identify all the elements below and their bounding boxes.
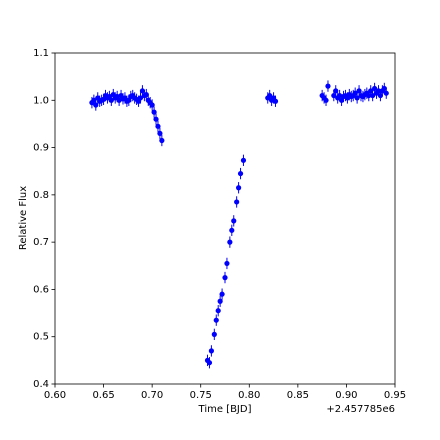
data-point [108, 97, 114, 103]
data-point [323, 97, 329, 103]
data-point [370, 92, 376, 99]
data-point [331, 92, 337, 99]
data-point [236, 185, 242, 191]
data-point [208, 348, 214, 354]
y-tick-label: 0.6 [33, 284, 49, 295]
data-point [227, 239, 233, 245]
x-tick-label: 0.90 [335, 390, 357, 401]
data-point [381, 85, 387, 92]
data-point [155, 123, 161, 129]
data-point [372, 85, 378, 92]
data-point [137, 95, 144, 101]
data-point [240, 157, 247, 163]
y-tick-label: 0.4 [33, 379, 49, 390]
data-point [143, 92, 149, 98]
data-point [267, 92, 273, 99]
data-point [229, 227, 235, 233]
data-point [211, 331, 217, 337]
data-point [337, 92, 343, 99]
plot-frame [54, 52, 396, 385]
data-point [206, 360, 213, 366]
x-tick-label: 0.75 [190, 390, 212, 401]
y-tick-label: 0.7 [33, 237, 49, 248]
x-tick-label: 0.85 [287, 390, 309, 401]
data-point [356, 88, 362, 94]
data-point [222, 275, 228, 281]
data-point [139, 88, 146, 94]
x-tick-label: 0.65 [92, 390, 114, 401]
data-point [377, 92, 384, 99]
y-tick-label: 1.0 [33, 95, 49, 106]
data-point [213, 317, 219, 323]
data-point [149, 102, 155, 108]
data-point [272, 98, 279, 104]
y-tick-label: 0.9 [33, 143, 49, 154]
data-point [159, 137, 165, 144]
data-point [219, 291, 225, 297]
data-point [366, 92, 372, 99]
x-offset-label: +2.457785e6 [326, 404, 395, 415]
data-point [383, 90, 389, 96]
y-tick-label: 1.1 [33, 48, 49, 59]
y-tick-label: 0.8 [33, 190, 49, 201]
x-tick-label: 0.60 [44, 390, 66, 401]
data-point [375, 88, 382, 94]
data-point [368, 88, 374, 94]
y-axis-label: Relative Flux [18, 186, 29, 250]
data-point [153, 116, 159, 122]
data-point [91, 97, 97, 103]
data-point [231, 218, 237, 224]
data-point [93, 102, 99, 108]
data-point [234, 199, 240, 205]
x-axis-label: Time [BJD] [198, 404, 252, 415]
data-point [333, 88, 339, 94]
y-tick-label: 0.5 [33, 332, 49, 343]
data-point [157, 130, 163, 136]
x-tick-label: 0.95 [384, 390, 406, 401]
data-point [215, 308, 221, 314]
data-point [352, 90, 358, 96]
data-point [325, 83, 331, 89]
data-point [217, 298, 223, 304]
data-point [354, 95, 360, 101]
x-tick-label: 0.80 [238, 390, 260, 401]
x-tick-label: 0.70 [141, 390, 163, 401]
data-point [237, 170, 244, 177]
data-point [224, 260, 230, 267]
data-point [151, 109, 157, 115]
